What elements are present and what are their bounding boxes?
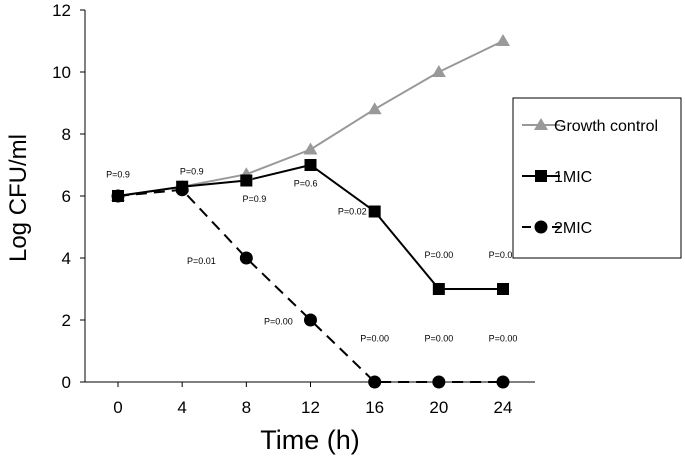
data-point-triangle: [367, 102, 382, 115]
y-tick-label: 6: [62, 187, 71, 206]
legend-label: Growth control: [554, 118, 658, 135]
data-point-circle: [304, 313, 317, 327]
data-point-square: [304, 159, 317, 171]
x-tick-label: 8: [242, 398, 251, 417]
legend-marker-square: [535, 170, 547, 182]
p-value-label: P=0.9: [106, 169, 130, 179]
y-tick-label: 2: [62, 311, 71, 330]
x-tick-label: 20: [429, 398, 448, 417]
p-value-label: P=0.00: [360, 334, 389, 344]
data-point-circle: [239, 251, 253, 265]
x-tick-label: 0: [113, 398, 122, 417]
p-value-label: P=0.02: [338, 207, 367, 217]
series-markers: [111, 34, 510, 389]
y-tick-label: 4: [62, 249, 71, 268]
x-tick-label: 12: [301, 398, 320, 417]
y-tick-label: 0: [62, 373, 71, 392]
data-point-triangle: [431, 65, 446, 77]
legend: Growth control 1MIC 2MIC: [512, 97, 682, 259]
data-point-square: [368, 205, 381, 218]
p-value-label: P=0.01: [187, 256, 216, 266]
x-tick-label: 24: [494, 398, 513, 417]
legend-marker-circle: [534, 220, 548, 234]
legend-label: 2MIC: [554, 220, 592, 237]
legend-label: 1MIC: [554, 169, 592, 186]
x-axis-label: Time (h): [260, 425, 360, 455]
x-tick-label: 4: [177, 398, 186, 417]
data-point-triangle: [303, 142, 318, 155]
data-point-square: [497, 283, 509, 295]
data-point-square: [240, 174, 253, 187]
p-value-label: P=0.00: [424, 334, 453, 344]
x-tick-label: 16: [365, 398, 384, 417]
p-value-label: P=0.00: [489, 334, 518, 344]
data-point-circle: [496, 375, 510, 389]
data-point-circle: [111, 189, 125, 203]
data-point-circle: [175, 183, 189, 197]
legend-marker-triangle: [534, 118, 548, 130]
series-line-2: [117, 188, 503, 383]
y-tick-label: 12: [52, 1, 71, 20]
p-value-label: P=0.00: [264, 317, 293, 327]
series-line-0: [117, 40, 504, 197]
data-point-circle: [432, 375, 446, 389]
p-value-label: P=0.00: [424, 250, 453, 260]
p-value-label: P=0.00: [489, 250, 518, 260]
data-point-circle: [368, 375, 382, 389]
y-tick-label: 10: [52, 63, 71, 82]
p-value-label: P=0.9: [180, 166, 204, 176]
y-tick-label: 8: [62, 125, 71, 144]
data-point-square: [432, 283, 445, 295]
p-value-label: P=0.6: [294, 179, 318, 189]
series-lines: [117, 40, 504, 383]
y-axis-label: Log CFU/ml: [5, 134, 32, 262]
p-value-label: P=0.9: [242, 194, 266, 204]
p-value-annotations: P=0.9 P=0.9 P=0.9 P=0.6 P=0.02 P=0.00 P=0.00 P=…: [106, 166, 517, 343]
data-point-triangle: [496, 34, 510, 46]
